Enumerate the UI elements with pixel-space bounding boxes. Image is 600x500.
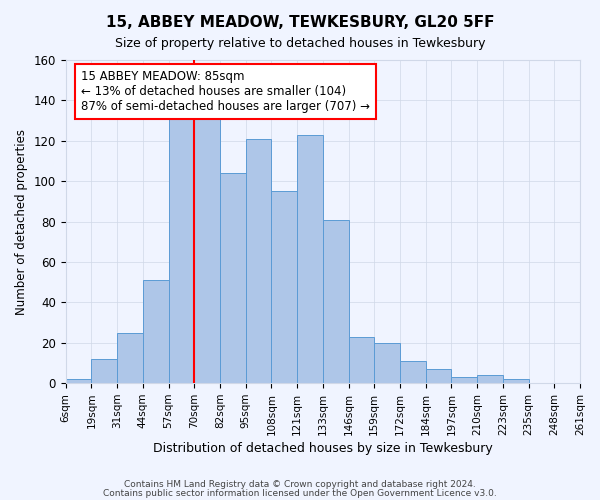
- Bar: [451, 377, 477, 383]
- Text: 15, ABBEY MEADOW, TEWKESBURY, GL20 5FF: 15, ABBEY MEADOW, TEWKESBURY, GL20 5FF: [106, 15, 494, 30]
- Bar: [425, 369, 451, 383]
- Bar: [271, 192, 297, 383]
- Bar: [245, 139, 271, 383]
- Bar: [143, 280, 169, 383]
- Text: 15 ABBEY MEADOW: 85sqm
← 13% of detached houses are smaller (104)
87% of semi-de: 15 ABBEY MEADOW: 85sqm ← 13% of detached…: [81, 70, 370, 112]
- Bar: [91, 359, 117, 383]
- Text: Size of property relative to detached houses in Tewkesbury: Size of property relative to detached ho…: [115, 38, 485, 51]
- Bar: [323, 220, 349, 383]
- Bar: [374, 343, 400, 383]
- Text: Contains public sector information licensed under the Open Government Licence v3: Contains public sector information licen…: [103, 488, 497, 498]
- Bar: [503, 379, 529, 383]
- Bar: [297, 134, 323, 383]
- Bar: [169, 118, 194, 383]
- X-axis label: Distribution of detached houses by size in Tewkesbury: Distribution of detached houses by size …: [153, 442, 493, 455]
- Bar: [194, 118, 220, 383]
- Text: Contains HM Land Registry data © Crown copyright and database right 2024.: Contains HM Land Registry data © Crown c…: [124, 480, 476, 489]
- Bar: [349, 336, 374, 383]
- Bar: [65, 379, 91, 383]
- Bar: [477, 375, 503, 383]
- Y-axis label: Number of detached properties: Number of detached properties: [15, 128, 28, 314]
- Bar: [220, 173, 245, 383]
- Bar: [400, 361, 425, 383]
- Bar: [117, 332, 143, 383]
